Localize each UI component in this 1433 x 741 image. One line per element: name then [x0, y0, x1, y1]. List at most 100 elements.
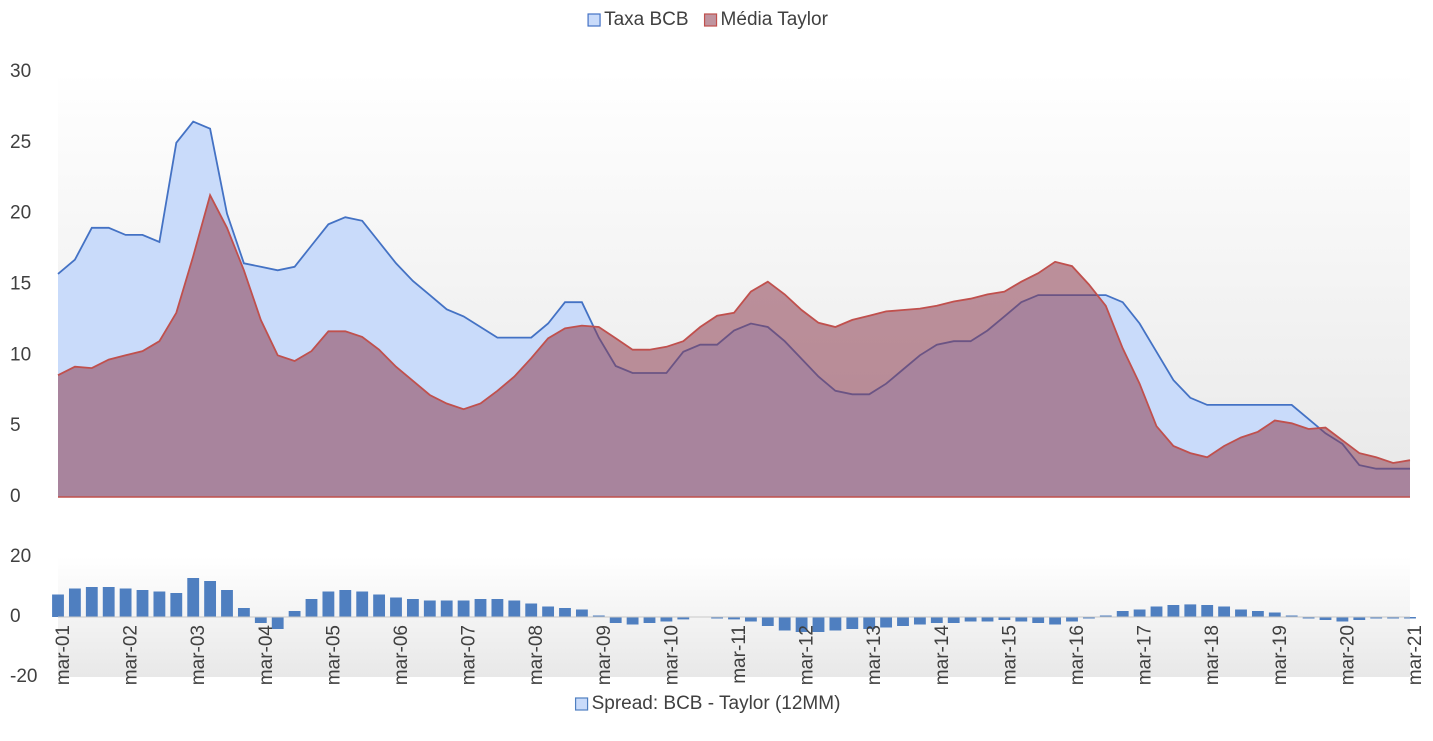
bar: [677, 617, 690, 620]
x-tick-label: mar-14: [932, 625, 953, 686]
bar: [423, 600, 436, 617]
x-tick-label: mar-06: [391, 625, 412, 685]
bar: [795, 617, 808, 632]
bar: [1319, 617, 1332, 620]
bar: [390, 597, 402, 617]
bar: [508, 600, 521, 617]
bar: [288, 611, 301, 617]
x-tick-label: mar-12: [797, 625, 818, 685]
x-tick-label: mar-16: [1067, 625, 1088, 685]
bar: [136, 590, 149, 617]
bar: [1353, 617, 1366, 620]
x-tick-label: mar-18: [1202, 625, 1223, 685]
bar: [643, 617, 656, 623]
y-tick-label: 15: [10, 274, 31, 295]
legend-label: Taxa BCB: [604, 9, 688, 30]
bar: [52, 594, 64, 617]
bar: [322, 591, 335, 617]
bar: [356, 591, 369, 617]
bar: [119, 588, 132, 617]
bar: [998, 617, 1011, 620]
bar: [204, 581, 217, 617]
x-tick-label: mar-11: [729, 625, 750, 684]
x-tick-label: mar-02: [121, 625, 142, 685]
bar: [542, 606, 555, 617]
bar: [1387, 617, 1400, 619]
bar: [491, 599, 504, 617]
bar: [221, 590, 233, 617]
bar: [1099, 615, 1112, 617]
bar: [897, 617, 909, 626]
x-tick-label: mar-04: [256, 625, 277, 686]
bar: [829, 617, 842, 631]
x-tick-label: mar-05: [323, 625, 344, 685]
bar: [187, 578, 200, 617]
bar: [1404, 617, 1416, 619]
bar: [1032, 617, 1045, 623]
bar: [1218, 606, 1231, 617]
legend-label: Spread: BCB - Taylor (12MM): [592, 693, 841, 714]
bar: [237, 608, 250, 617]
x-tick-label: mar-08: [526, 625, 547, 685]
bar: [863, 617, 876, 629]
bar: [1066, 617, 1078, 622]
x-tick-label: mar-21: [1405, 625, 1426, 685]
bar: [1370, 617, 1383, 619]
bar: [728, 617, 740, 620]
bar: [305, 599, 318, 617]
bar: [981, 617, 994, 622]
x-tick-label: mar-13: [864, 625, 885, 685]
bar: [1302, 617, 1315, 619]
bar: [609, 617, 622, 623]
area: [58, 195, 1410, 497]
bar: [1150, 606, 1163, 617]
legend-swatch: [574, 697, 589, 711]
bar: [846, 617, 859, 629]
x-tick-label: mar-07: [459, 625, 480, 685]
x-tick-label: mar-03: [188, 625, 209, 685]
bar: [339, 590, 352, 617]
y-tick-label: 10: [10, 344, 31, 365]
legend-swatch: [587, 13, 601, 27]
legend: Spread: BCB - Taylor (12MM): [574, 693, 841, 714]
y-tick-label: 20: [10, 203, 31, 224]
bar: [1116, 611, 1129, 617]
bar: [930, 617, 943, 623]
bar: [1336, 617, 1349, 622]
bar: [68, 588, 81, 617]
bar: [559, 608, 571, 617]
bar: [626, 617, 639, 625]
bar: [1235, 609, 1247, 617]
bar: [1082, 617, 1095, 619]
bar: [1184, 604, 1197, 617]
bar: [1167, 605, 1180, 617]
bar: [474, 599, 487, 617]
bar: [102, 587, 115, 617]
bar: [592, 615, 605, 617]
bar: [711, 617, 724, 619]
bar: [440, 600, 453, 617]
bar: [1015, 617, 1028, 622]
x-tick-label: mar-17: [1135, 625, 1156, 685]
x-tick-label: mar-01: [53, 625, 74, 685]
y-tick-label: 30: [10, 61, 31, 82]
y-tick-label: 0: [10, 486, 21, 507]
line: [57, 192, 1411, 464]
y-tick-label: 5: [10, 415, 21, 436]
bar: [406, 599, 419, 617]
y-tick-label: 0: [10, 606, 21, 627]
bar: [812, 617, 825, 632]
bar: [947, 617, 960, 623]
bar: [1268, 612, 1281, 617]
bar: [1133, 609, 1146, 617]
bar: [1201, 605, 1214, 617]
x-tick-label: mar-20: [1337, 625, 1358, 685]
y-tick-label: 20: [10, 546, 31, 567]
bar: [964, 617, 977, 622]
bar: [575, 609, 588, 617]
bar: [85, 587, 98, 617]
legend: Taxa BCB Média Taylor: [587, 9, 829, 30]
bar: [660, 617, 673, 622]
y-tick-label: 25: [10, 132, 31, 153]
